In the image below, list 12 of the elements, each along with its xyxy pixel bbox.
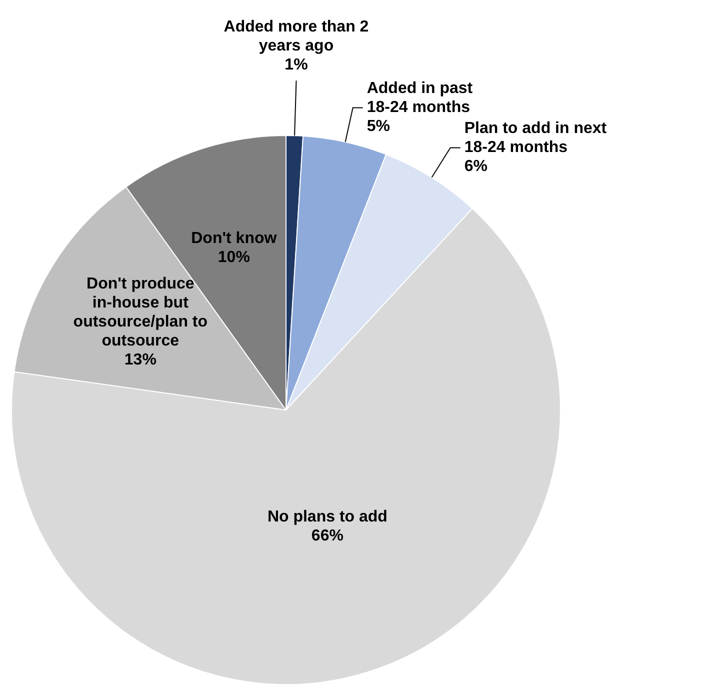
slice-label: Added in past 18-24 months: [366, 80, 474, 116]
slice-label: Plan to add in next 18-24 months: [464, 120, 608, 156]
data-label: 66%: [311, 527, 344, 544]
slice-label: Don't know: [191, 230, 278, 247]
slice-label: Don't produce in-house but outsource/plan to outsource: [73, 275, 208, 350]
data-label: 1%: [284, 56, 308, 74]
data-label: 13%: [124, 351, 156, 368]
slice-label: No plans to add: [267, 508, 388, 526]
data-label: 5%: [366, 118, 390, 136]
data-label: 6%: [464, 158, 488, 176]
slice-label: Added more than 2 years ago: [224, 18, 369, 55]
data-label: 10%: [218, 248, 250, 266]
